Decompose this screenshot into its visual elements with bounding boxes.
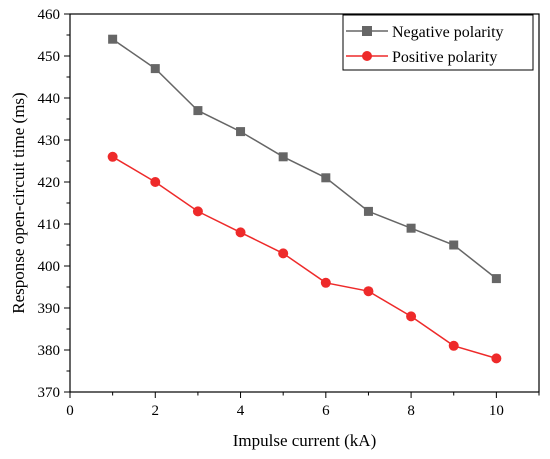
- data-point-positive: [320, 277, 331, 288]
- y-tick-label: 370: [38, 385, 61, 401]
- legend-marker-negative: [362, 26, 372, 36]
- data-point-positive: [406, 311, 417, 322]
- data-point-positive: [150, 177, 161, 187]
- legend-label-negative: Negative polarity: [392, 24, 504, 41]
- y-tick-label: 430: [38, 133, 61, 149]
- x-tick-label: 0: [66, 403, 74, 419]
- data-point-positive: [491, 353, 502, 364]
- x-tick-label: 4: [237, 403, 245, 419]
- data-point-positive: [363, 286, 374, 297]
- plot-frame: [69, 13, 540, 393]
- y-tick-label: 460: [38, 7, 61, 23]
- data-point-negative: [278, 152, 288, 162]
- data-point-positive: [278, 248, 289, 259]
- data-point-negative: [236, 127, 246, 137]
- legend-label-positive: Positive polarity: [392, 49, 497, 66]
- x-tick-label: 6: [322, 403, 330, 419]
- x-axis-ticks: 0 2 4 6 8 10: [66, 392, 540, 419]
- y-tick-label: 410: [38, 217, 61, 233]
- data-point-negative: [449, 240, 459, 250]
- data-point-negative: [193, 106, 203, 116]
- x-tick-label: 8: [407, 403, 415, 419]
- data-point-negative: [363, 206, 373, 216]
- y-tick-label: 400: [38, 259, 61, 275]
- x-axis-title: Impulse current (kA): [233, 431, 377, 450]
- data-point-negative: [406, 223, 416, 233]
- data-point-positive: [107, 151, 118, 162]
- data-point-positive: [235, 227, 246, 238]
- series-layer: [107, 34, 502, 364]
- series-line-negative: [112, 38, 497, 280]
- legend: Negative polarity Positive polarity: [342, 14, 534, 71]
- y-tick-label: 420: [38, 175, 61, 191]
- data-point-negative: [108, 34, 118, 44]
- series-line-positive: [112, 156, 497, 360]
- y-axis-ticks: 370 380 390 400 410 420 430 440 450 460: [38, 7, 70, 401]
- legend-box: [342, 14, 534, 71]
- y-tick-label: 450: [38, 49, 61, 65]
- legend-marker-positive: [362, 51, 372, 61]
- data-point-negative: [321, 173, 331, 183]
- y-tick-label: 440: [38, 91, 61, 107]
- x-tick-label: 2: [152, 403, 160, 419]
- x-tick-label: 10: [489, 403, 504, 419]
- y-tick-label: 380: [38, 343, 61, 359]
- y-axis-title: Response open-circuit time (ms): [9, 92, 28, 313]
- data-point-positive: [192, 206, 203, 217]
- y-tick-label: 390: [38, 301, 61, 317]
- data-point-positive: [448, 340, 459, 351]
- data-point-negative: [150, 64, 160, 74]
- data-point-negative: [491, 274, 501, 284]
